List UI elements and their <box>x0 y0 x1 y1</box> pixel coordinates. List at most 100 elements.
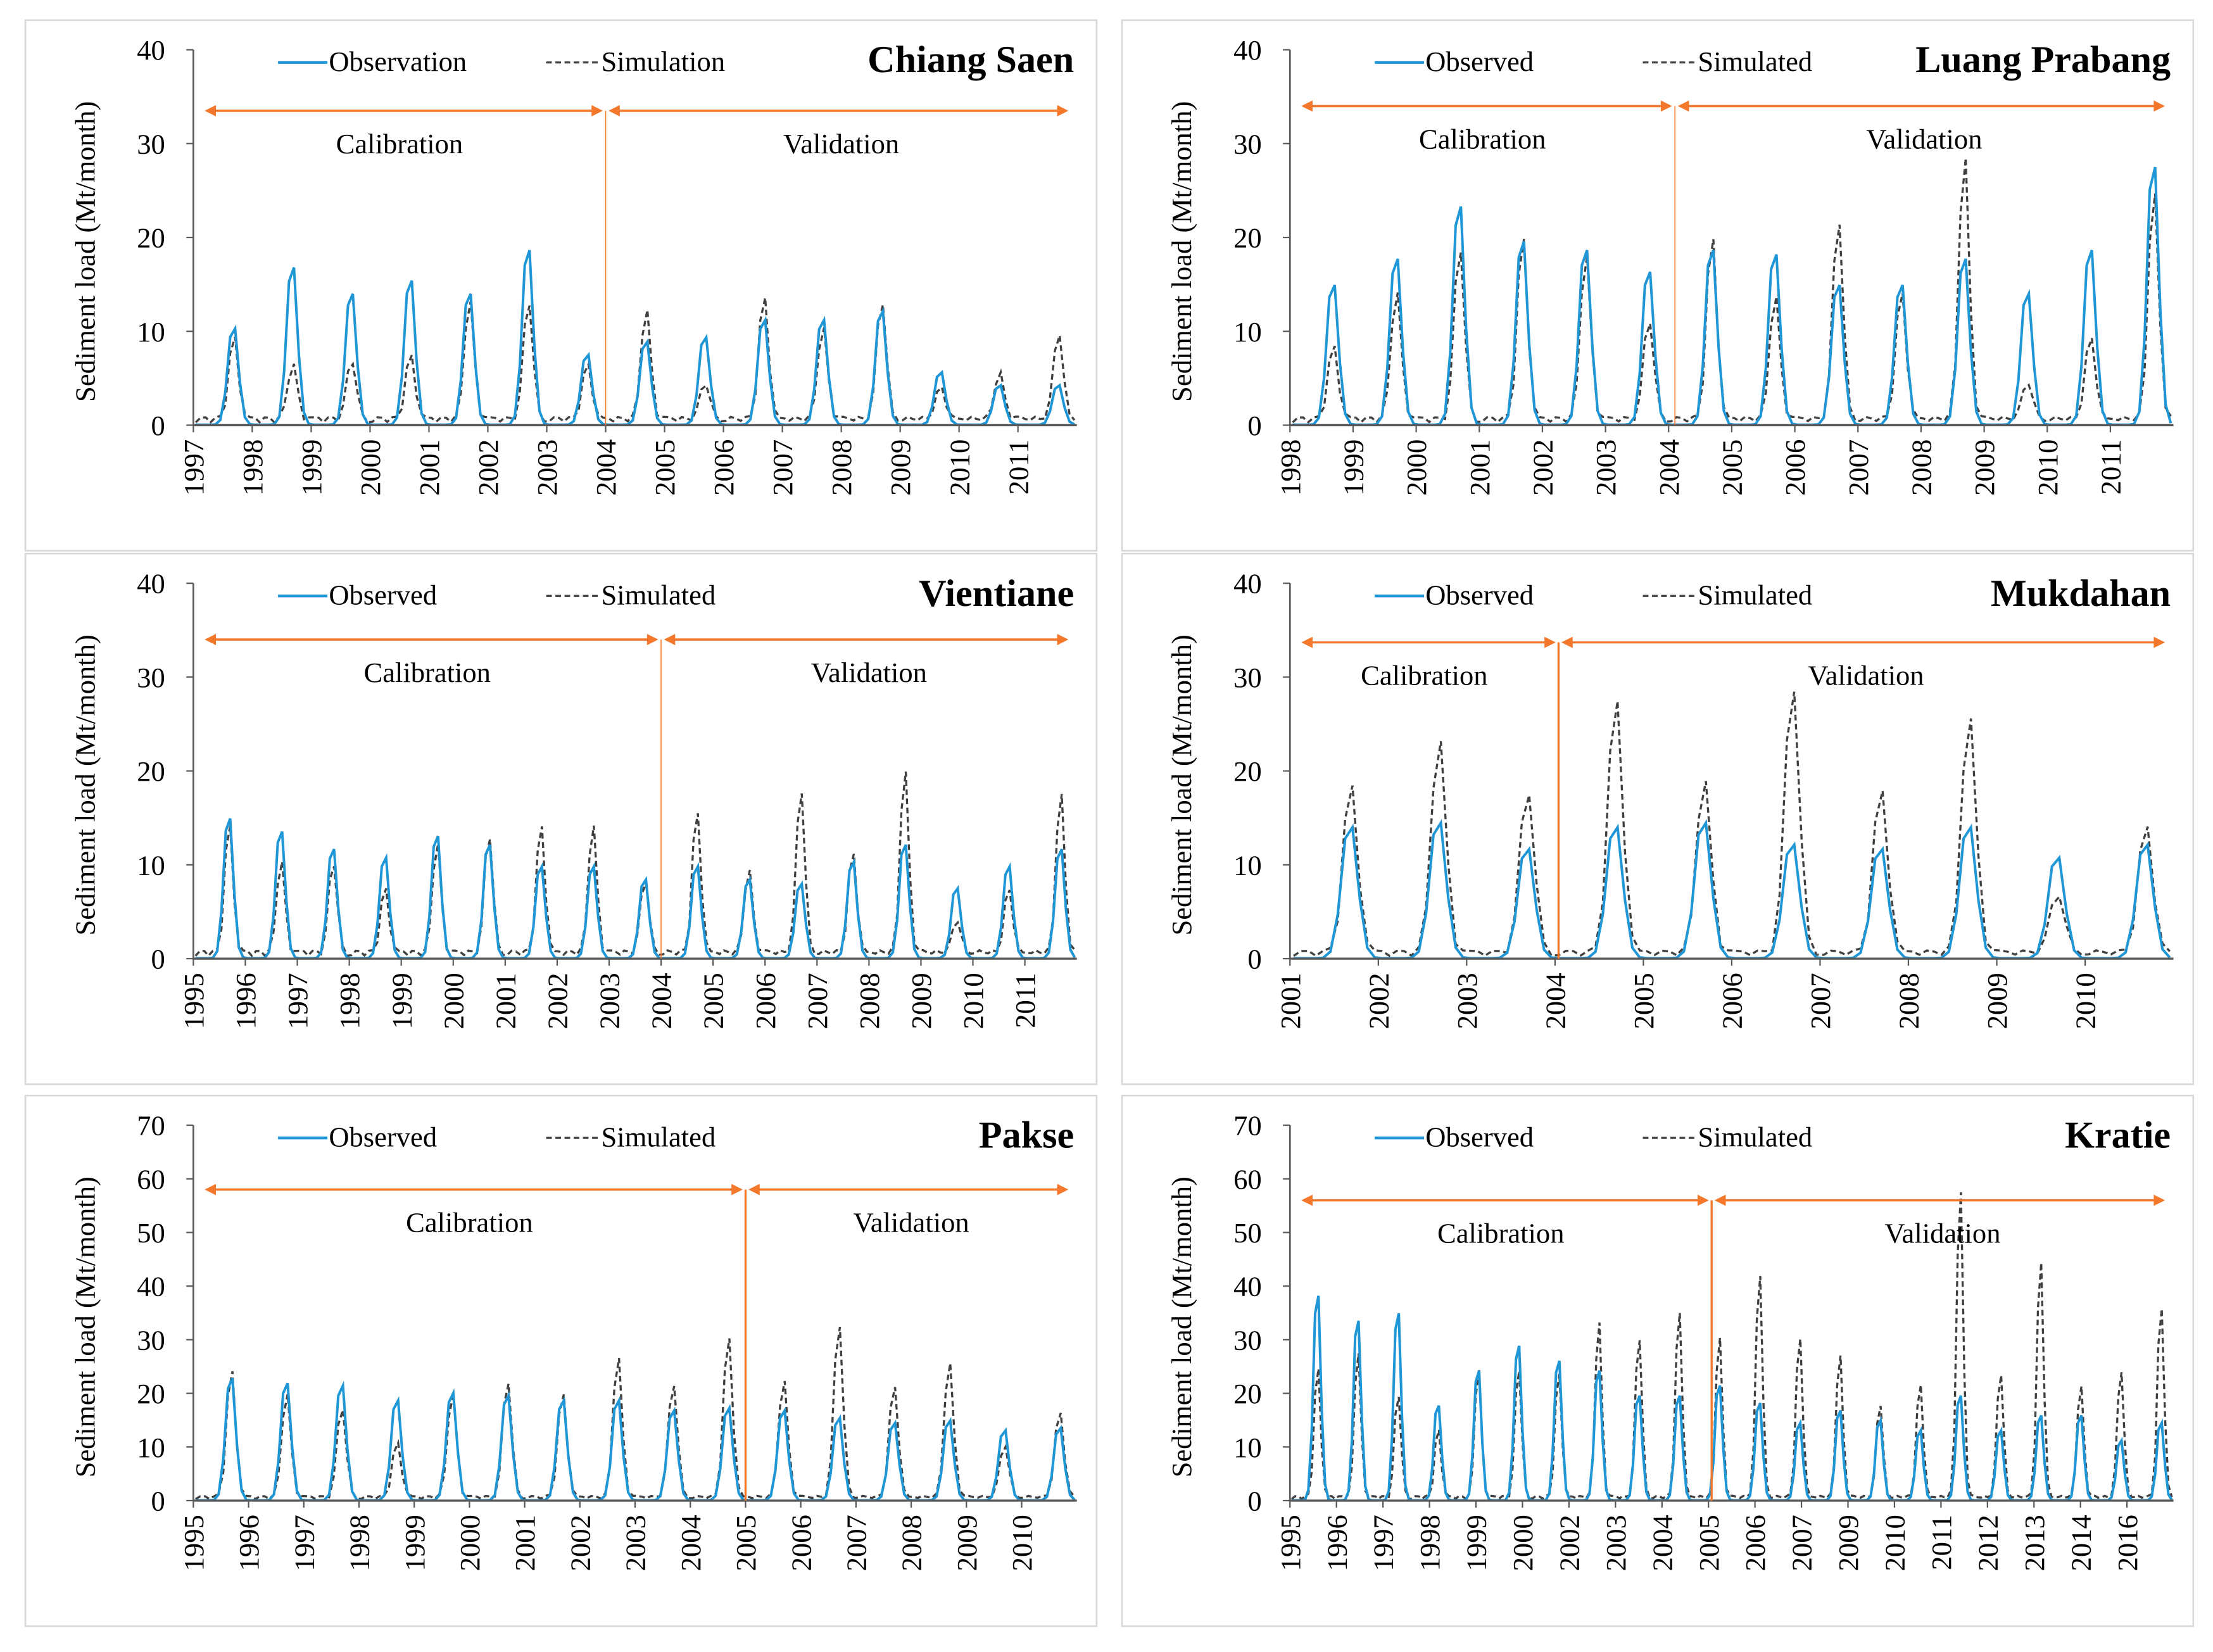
y-tick-label: 20 <box>1233 755 1262 787</box>
x-tick-label: 2002 <box>1527 439 1559 496</box>
x-tick-label: 2010 <box>2032 439 2064 496</box>
x-tick-label: 1997 <box>1368 1515 1399 1571</box>
x-tick-label: 2008 <box>896 1515 928 1571</box>
x-tick-label: 2008 <box>1906 439 1938 496</box>
x-tick-label: 2006 <box>1739 1515 1771 1571</box>
x-tick-label: 2003 <box>1590 439 1622 496</box>
x-tick-label: 2004 <box>590 439 622 496</box>
y-tick-label: 30 <box>1233 1324 1262 1356</box>
x-tick-label: 2005 <box>730 1515 762 1571</box>
y-tick-label: 10 <box>1233 1432 1262 1463</box>
y-tick-label: 10 <box>137 849 165 881</box>
arrow-head-right-icon <box>1697 1194 1709 1206</box>
chart-title: Vientiane <box>919 572 1074 615</box>
x-tick-label: 2010 <box>943 439 975 496</box>
y-tick-label: 20 <box>1233 1378 1262 1409</box>
x-tick-label: 1996 <box>230 973 262 1029</box>
x-tick-label: 2006 <box>785 1515 817 1571</box>
x-tick-label: 2011 <box>1926 1515 1957 1570</box>
x-tick-label: 2000 <box>1507 1515 1539 1571</box>
x-tick-label: 1995 <box>178 973 210 1029</box>
x-tick-label: 2004 <box>646 973 678 1029</box>
x-tick-label: 2009 <box>1981 973 2013 1029</box>
y-tick-label: 0 <box>151 1485 165 1517</box>
x-tick-label: 2012 <box>1972 1515 2003 1571</box>
x-tick-label: 1998 <box>334 973 365 1029</box>
y-axis-label: Sediment load (Mt/month) <box>69 634 101 935</box>
calibration-label: Calibration <box>406 1207 533 1239</box>
y-tick-label: 50 <box>1233 1217 1262 1249</box>
legend-simulated-label: Simulated <box>1698 1121 1812 1152</box>
x-tick-label: 1998 <box>237 439 268 496</box>
x-tick-label: 2010 <box>1006 1515 1038 1571</box>
panel-border <box>1121 1094 2195 1627</box>
x-tick-label: 2006 <box>750 973 781 1029</box>
arrow-head-right-icon <box>2153 1194 2166 1206</box>
arrow-head-left-icon <box>1301 636 1313 648</box>
x-tick-label: 2011 <box>2095 439 2127 495</box>
arrow-head-left-icon <box>1561 636 1573 648</box>
chart-panel-kratie: 0 10 20 30 40 50 60 70 Sediment load (Mt/month) 1… <box>1121 1094 2195 1627</box>
legend-observed-label: Observed <box>329 579 437 611</box>
x-tick-label: 2004 <box>1646 1515 1678 1571</box>
x-tick-label: 2005 <box>1717 439 1748 496</box>
panel-border <box>24 1094 1098 1627</box>
legend-simulated-label: Simulated <box>602 579 716 611</box>
x-tick-label: 2006 <box>1717 973 1748 1029</box>
panel-border <box>24 19 1098 552</box>
x-tick-label: 2000 <box>438 973 469 1029</box>
legend-observed-label: Observed <box>329 1121 437 1152</box>
x-tick-label: 2000 <box>454 1515 486 1571</box>
y-tick-label: 10 <box>1233 849 1262 881</box>
x-tick-label: 2004 <box>1653 439 1685 496</box>
x-tick-label: 1996 <box>233 1515 265 1571</box>
x-tick-label: 2007 <box>1805 973 1836 1029</box>
y-tick-label: 20 <box>137 755 165 787</box>
y-tick-label: 0 <box>1247 410 1261 441</box>
y-tick-label: 70 <box>137 1110 165 1142</box>
calibration-label: Calibration <box>1437 1217 1565 1249</box>
y-tick-label: 40 <box>1233 1271 1262 1302</box>
x-tick-label: 2011 <box>1002 439 1034 495</box>
x-tick-label: 2009 <box>1969 439 2000 496</box>
y-tick-label: 30 <box>1233 128 1262 160</box>
arrow-head-left-icon <box>608 105 620 117</box>
x-tick-label: 1997 <box>178 439 210 496</box>
x-tick-label: 2005 <box>1693 1515 1725 1571</box>
x-tick-label: 1999 <box>1338 439 1370 496</box>
x-tick-label: 1995 <box>178 1515 210 1571</box>
y-tick-label: 20 <box>137 1378 165 1409</box>
x-tick-label: 2004 <box>675 1515 707 1571</box>
arrow-head-left-icon <box>205 1183 217 1195</box>
x-tick-label: 2007 <box>1786 1515 1818 1571</box>
x-tick-label: 2016 <box>2112 1515 2143 1571</box>
x-tick-label: 2003 <box>594 973 626 1029</box>
x-tick-label: 1999 <box>296 439 327 496</box>
y-tick-label: 20 <box>1233 222 1262 254</box>
y-tick-label: 10 <box>137 316 165 348</box>
validation-label: Validation <box>1808 659 1924 691</box>
arrow-head-left-icon <box>1714 1194 1726 1206</box>
x-tick-label: 2008 <box>1893 973 1925 1029</box>
arrow-head-left-icon <box>205 634 217 645</box>
arrow-head-left-icon <box>748 1183 760 1195</box>
x-tick-label: 2001 <box>1464 439 1496 496</box>
x-tick-label: 1995 <box>1275 1515 1306 1571</box>
y-tick-label: 30 <box>1233 662 1262 693</box>
x-tick-label: 2013 <box>2019 1515 2050 1571</box>
chart-panel-chiang-saen: 0 10 20 30 40 Sediment load (Mt/month) 1997 199… <box>24 19 1098 552</box>
y-tick-label: 20 <box>137 222 165 254</box>
x-tick-label: 1999 <box>1461 1515 1492 1571</box>
calibration-label: Calibration <box>1361 659 1487 691</box>
x-tick-label: 2014 <box>2065 1515 2096 1571</box>
validation-label: Validation <box>853 1207 969 1239</box>
x-tick-label: 2009 <box>885 439 916 496</box>
arrow-head-left-icon <box>664 634 676 645</box>
y-tick-label: 10 <box>137 1432 165 1463</box>
x-tick-label: 2001 <box>1275 973 1306 1029</box>
validation-label: Validation <box>1884 1217 2000 1249</box>
y-tick-label: 70 <box>1233 1110 1262 1142</box>
chart-title: Chiang Saen <box>867 39 1074 81</box>
panel-border <box>1121 19 2195 552</box>
